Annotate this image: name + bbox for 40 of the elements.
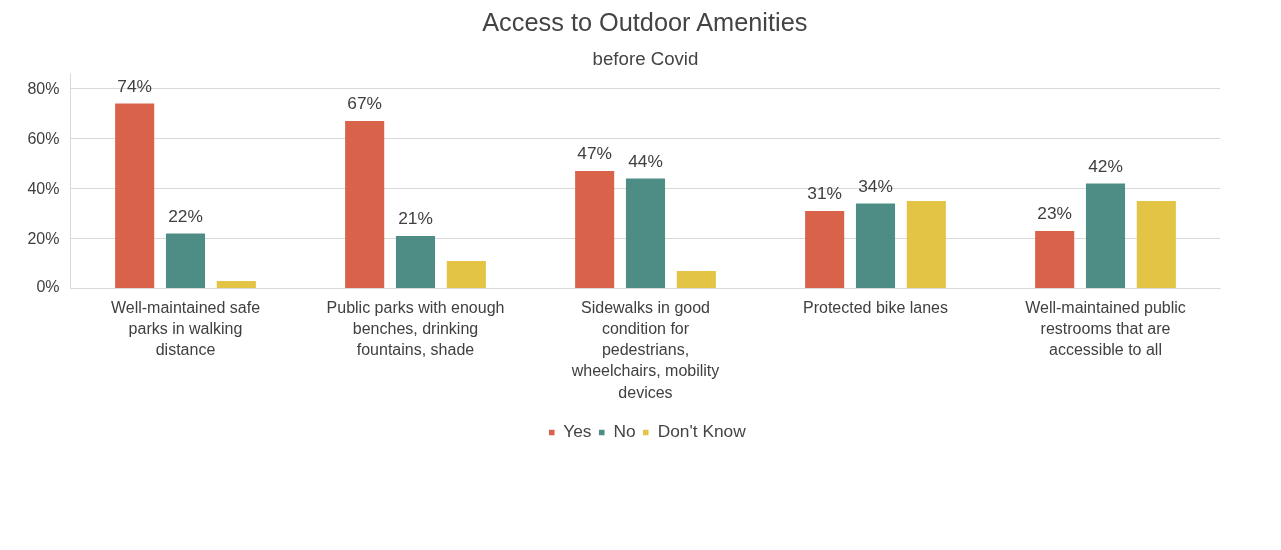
y-tick-label: 20% bbox=[27, 230, 60, 247]
data-label: 42% bbox=[1088, 155, 1123, 176]
bar bbox=[395, 236, 436, 289]
data-label: 74% bbox=[117, 75, 153, 96]
x-tick-label: Sidewalks in good condition for pedestrians, wheelchairs, mobility devices bbox=[570, 298, 720, 401]
data-label: 21% bbox=[398, 208, 433, 228]
chart-subtitle: before Covid bbox=[592, 47, 699, 69]
legend-label: Don't Know bbox=[657, 421, 746, 442]
bar bbox=[676, 271, 716, 289]
bar bbox=[216, 281, 256, 289]
bar bbox=[1136, 201, 1176, 289]
x-tick-label: Protected bike lanes bbox=[803, 298, 948, 316]
legend-label: No bbox=[613, 421, 636, 442]
bar bbox=[805, 211, 845, 289]
x-tick-label: Public parks with enough benches, drinking fountains, shade bbox=[326, 298, 505, 358]
y-tick-label: 40% bbox=[27, 180, 60, 197]
bar bbox=[855, 203, 896, 289]
legend-label: Yes bbox=[563, 421, 592, 442]
bar bbox=[446, 261, 486, 289]
bar bbox=[575, 171, 615, 289]
data-label: 23% bbox=[1037, 203, 1073, 223]
bar bbox=[345, 121, 385, 289]
bar bbox=[1035, 231, 1075, 289]
bar bbox=[625, 178, 666, 289]
data-label: 31% bbox=[807, 183, 843, 203]
data-label: 47% bbox=[577, 143, 613, 163]
x-tick-label: Well-maintained safe parks in walking distance bbox=[110, 298, 261, 358]
y-tick-label: 60% bbox=[27, 130, 60, 147]
data-label: 34% bbox=[858, 175, 893, 196]
y-tick-label: 0% bbox=[36, 277, 60, 295]
chart-title: Access to Outdoor Amenities bbox=[482, 7, 808, 36]
bar bbox=[906, 201, 946, 289]
data-label: 67% bbox=[347, 93, 383, 113]
x-tick-label: Well-maintained public restrooms that are accessible to all bbox=[1025, 298, 1186, 358]
bar bbox=[115, 103, 155, 289]
bar bbox=[1085, 183, 1126, 289]
y-tick-label: 80% bbox=[27, 80, 60, 97]
data-label: 44% bbox=[628, 150, 663, 171]
data-label: 22% bbox=[168, 205, 203, 226]
bar bbox=[165, 233, 206, 289]
